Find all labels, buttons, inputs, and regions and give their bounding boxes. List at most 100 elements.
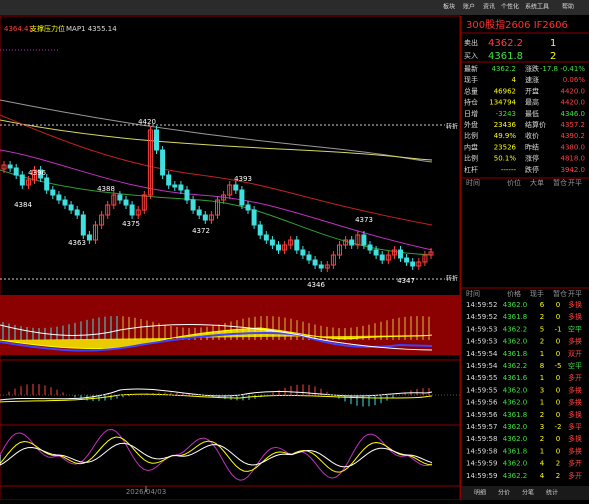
candle-body: [355, 234, 361, 246]
candle-body: [111, 194, 117, 206]
tab[interactable]: 分价: [498, 489, 510, 497]
header-value: 4364.41: [4, 25, 33, 33]
tick-cell: 4362.0: [503, 460, 528, 468]
ask-cell: 4362.2: [488, 38, 523, 49]
column-header: 现手: [530, 289, 544, 298]
quote-label: 杠杆: [464, 165, 478, 174]
candle-body: [367, 244, 373, 251]
price-label: 4375: [122, 220, 140, 228]
candle-body: [361, 234, 367, 246]
candle-body: [32, 169, 37, 181]
tick-cell: 2: [540, 411, 544, 419]
quote-value: 3942.0: [561, 166, 586, 174]
candle-body: [56, 194, 62, 201]
candle-body: [196, 209, 202, 216]
tick-cell: 0: [556, 350, 560, 358]
tick-cell: 多换: [568, 410, 582, 419]
menu-bar: [0, 0, 589, 15]
quote-label: 速涨: [525, 75, 539, 84]
price-label: 4396: [28, 169, 46, 177]
tick-cell: 4361.6: [503, 374, 528, 382]
candle-body: [330, 254, 336, 266]
tick-cell: 0: [556, 374, 560, 382]
ma-line: [0, 119, 433, 161]
candle-body: [38, 169, 44, 179]
tab[interactable]: 分笔: [522, 489, 534, 497]
menu-item[interactable]: 个性化: [501, 3, 519, 11]
candle-body: [178, 184, 184, 191]
quote-value: 4380.0: [561, 143, 586, 151]
tick-cell: 14:59:59: [466, 460, 497, 468]
candle-body: [25, 179, 31, 186]
tick-cell: 14:59:53: [466, 325, 497, 333]
price-label: 4373: [355, 216, 373, 224]
tick-cell: 2: [540, 338, 544, 346]
tab[interactable]: 明细: [474, 489, 486, 497]
candle-body: [239, 189, 245, 206]
menu-item[interactable]: 账户: [463, 3, 475, 11]
tick-cell: 1: [540, 447, 544, 455]
tick-cell: 2: [540, 435, 544, 443]
kdj-line: [0, 428, 433, 481]
candle-body: [190, 199, 196, 211]
tick-cell: 4362.2: [503, 325, 528, 333]
tick-cell: 14:59:52: [466, 313, 497, 321]
quote-label: 结算价: [525, 120, 546, 129]
tick-cell: 多换: [568, 434, 582, 443]
quote-label: 比例: [464, 154, 478, 163]
candle-body: [147, 129, 153, 196]
candle-body: [428, 251, 434, 256]
candle-body: [263, 234, 269, 241]
candle-body: [391, 249, 397, 256]
tick-cell: 14:59:59: [466, 472, 497, 480]
quote-value: 23526: [494, 143, 517, 151]
quote-label: 跌停: [525, 165, 539, 174]
tick-cell: 4362.0: [503, 301, 528, 309]
candle-body: [154, 129, 159, 151]
candle-body: [74, 209, 80, 216]
tick-cell: -5: [555, 362, 562, 370]
menu-item[interactable]: 板块: [443, 3, 455, 11]
tick-cell: 多开: [568, 471, 582, 480]
menu-item[interactable]: 系统工具: [525, 3, 549, 11]
menu-item[interactable]: 帮助: [562, 3, 574, 11]
tick-cell: 14:59:56: [466, 411, 498, 419]
candle-body: [233, 184, 239, 191]
quote-value: -3243: [496, 110, 516, 118]
quote-value: 4362.2: [492, 65, 517, 73]
quote-value: 4420.0: [561, 87, 586, 95]
tick-cell: 14:59:54: [466, 362, 498, 370]
price-label: 4388: [97, 185, 115, 193]
macd-line: [0, 393, 433, 403]
tick-cell: 0: [556, 386, 560, 394]
quote-value: 134794: [489, 99, 516, 107]
price-label: 4384: [14, 201, 32, 209]
candle-body: [160, 149, 166, 176]
tick-cell: 双开: [568, 350, 582, 358]
quote-value: 46962: [494, 87, 516, 95]
menu-item[interactable]: 资讯: [483, 3, 495, 11]
tab[interactable]: 统计: [546, 489, 558, 497]
quote-label: 最新: [464, 64, 478, 73]
tick-cell: 0: [556, 301, 560, 309]
quote-title: 300股指2606 IF2606: [466, 18, 568, 31]
candle-body: [245, 204, 251, 211]
ask-cell: 1: [550, 38, 556, 49]
tick-cell: 多换: [568, 446, 582, 455]
tick-cell: 多换: [568, 300, 582, 309]
tick-cell: 4: [540, 472, 545, 480]
candle-body: [257, 224, 263, 236]
tick-cell: 多换: [568, 337, 582, 346]
candle-body: [117, 194, 123, 201]
tick-cell: 4362.2: [503, 472, 528, 480]
column-header: 时间: [466, 289, 480, 298]
quote-label: 内盘: [464, 142, 478, 151]
tick-cell: 14:59:54: [466, 350, 498, 358]
quote-label: 收价: [525, 131, 539, 140]
candle-body: [379, 254, 385, 261]
candle-body: [86, 234, 92, 241]
ma-line: [0, 114, 433, 226]
tick-cell: 4: [540, 460, 545, 468]
quote-label: 外盘: [464, 120, 478, 129]
